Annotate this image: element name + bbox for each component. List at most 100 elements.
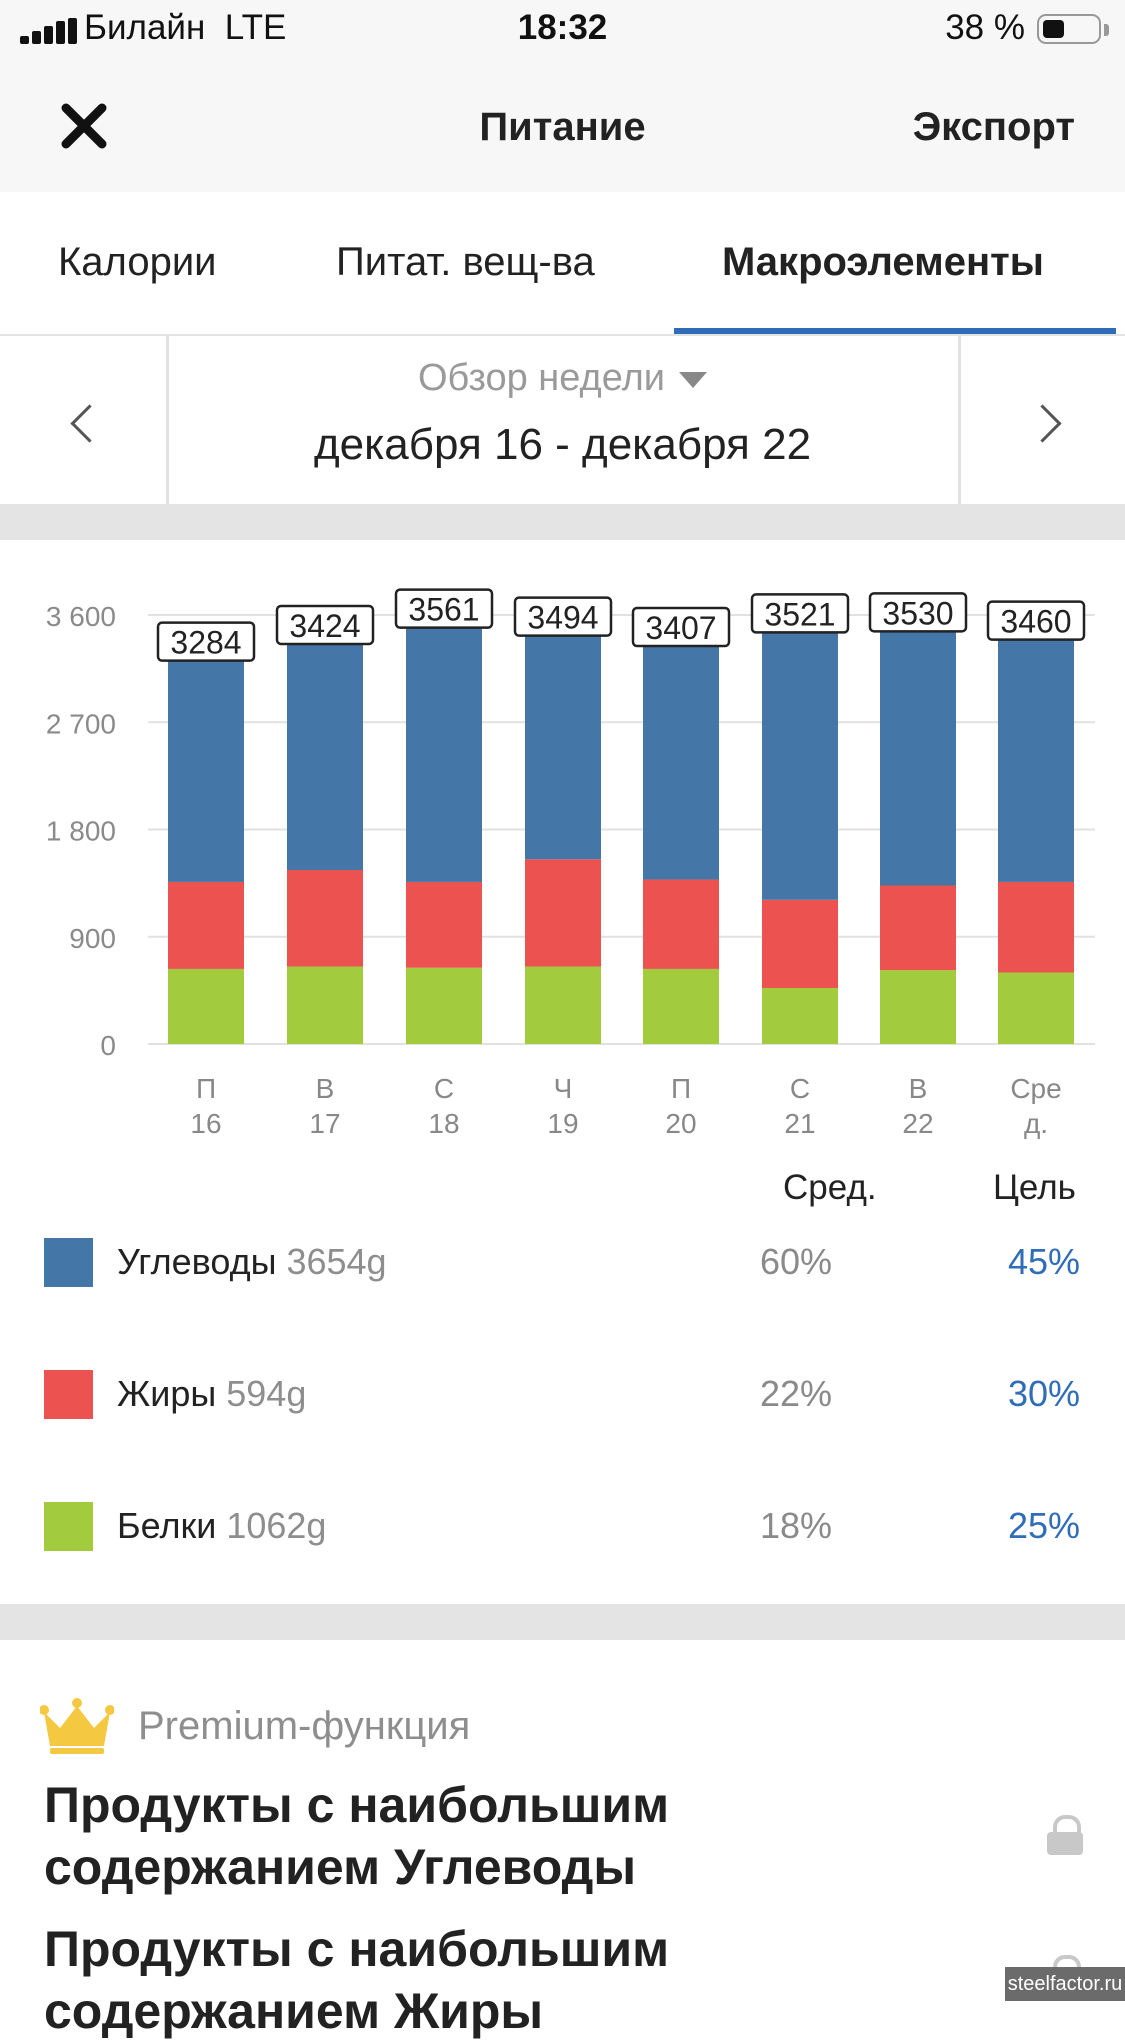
x-tick-label: 17 [309,1108,340,1139]
bar-total-box [513,596,613,637]
next-week-button[interactable] [958,336,1125,504]
x-tick-label: В [909,1073,928,1104]
x-tick-label: П [671,1073,691,1104]
x-tick-label: 19 [547,1108,578,1139]
caret-down-icon [679,371,708,388]
carbs-bar-segment [880,623,956,886]
nav-bar [0,62,1125,192]
bar-total-label: 3460 [1000,604,1071,640]
bar-total-label: 3407 [645,610,716,646]
watermark: steelfactor.ru [1005,1967,1125,2001]
carbs-bar-segment [525,627,601,860]
y-tick-label: 1 800 [46,816,116,847]
x-tick-label: 18 [428,1108,459,1139]
avg-column-header: Сред. [783,1168,877,1207]
top-fat-foods-title[interactable]: Продукты с наибольшим содержанием Жиры [44,1921,670,2039]
fat-bar-segment [998,881,1074,973]
lock-icon [1047,1815,1083,1855]
carbs-bar-segment [998,631,1074,882]
tab-calories[interactable]: Калории [58,240,217,284]
fat-bar-segment [643,879,719,969]
section-divider [0,504,1125,540]
macros-stacked-bar-chart: 3 600 2 700 1 800 900 0 3284 П 16 3424 В 17 3561 С 18… [46,588,1095,1139]
bar-total-box [986,600,1086,641]
bar-total-label: 3561 [408,592,479,628]
crown-icon [40,1698,114,1754]
protein-bar-segment [525,966,601,1044]
clock: 18:32 [517,8,608,47]
protein-bar-segment [762,987,838,1044]
battery-icon [1037,14,1101,44]
protein-bar-segment [998,972,1074,1044]
legend-name: Белки 1062g [117,1505,327,1546]
x-tick-label: Сре [1010,1073,1061,1104]
legend-row-carbs: Углеводы 3654g 60% 45% [0,1233,1125,1293]
x-tick-label: 22 [902,1108,933,1139]
page-title: Питание [479,105,646,149]
battery-percent: 38 % [945,8,1025,47]
carbs-bar-segment [168,652,244,882]
carbs-swatch [44,1238,93,1287]
x-tick-label: 20 [665,1108,696,1139]
protein-bar-segment [406,967,482,1044]
battery-tip [1104,24,1109,36]
fat-swatch [44,1370,93,1419]
premium-label: Premium-функция [138,1704,471,1748]
x-tick-label: В [316,1073,335,1104]
legend-goal: 45% [1007,1241,1080,1282]
bar-total-box [275,604,375,646]
protein-bar-segment [643,968,719,1044]
bar-total-label: 3424 [289,608,360,644]
fat-bar-segment [762,899,838,988]
top-carbs-foods-title[interactable]: Продукты с наибольшим содержанием Углево… [44,1777,670,1895]
close-button[interactable] [58,100,110,152]
bar-total-box [156,621,256,662]
protein-bar-segment [880,970,956,1044]
y-tick-label: 900 [69,923,116,954]
export-button[interactable]: Экспорт [912,105,1075,149]
fat-bar-segment [525,859,601,967]
bar-total-box [394,588,494,629]
carbs-bar-segment [643,637,719,880]
tab-macros[interactable]: Макроэлементы [722,240,1044,284]
carbs-bar-segment [287,635,363,871]
fat-bar-segment [287,870,363,967]
signal-strength-icon [20,18,80,44]
fat-bar-segment [168,881,244,969]
legend-row-protein: Белки 1062g 18% 25% [0,1497,1125,1557]
previous-week-button[interactable] [0,336,169,504]
week-mode-dropdown[interactable]: Обзор недели [0,357,1125,400]
carrier-label: Билайн LTE [84,8,287,47]
bar-total-box [750,593,850,634]
fat-bar-segment [880,885,956,971]
legend-goal: 30% [1007,1373,1080,1414]
bar-total-box [868,592,968,633]
protein-bar-segment [168,968,244,1044]
protein-bar-segment [287,966,363,1044]
week-selector [0,336,1125,504]
week-mode-label: Обзор недели [417,357,666,399]
legend-goal: 25% [1007,1505,1080,1546]
bar-total-label: 3494 [527,600,598,636]
x-tick-label: Ч [554,1073,573,1104]
protein-swatch [44,1502,93,1551]
bar-total-label: 3284 [170,625,241,661]
x-tick-label: 21 [784,1108,815,1139]
tab-nutrients[interactable]: Питат. вещ-ва [336,240,595,284]
tab-bar: Калории Питат. вещ-ва Макроэлементы [0,192,1125,336]
legend-name: Жиры 594g [117,1373,307,1414]
fat-bar-segment [406,881,482,968]
x-tick-label: д. [1024,1108,1048,1139]
x-tick-label: С [434,1073,454,1104]
close-icon [61,103,107,149]
x-tick-label: С [790,1073,810,1104]
active-tab-indicator [674,328,1116,334]
x-tick-label: 16 [190,1108,221,1139]
bar-total-box [631,606,731,648]
legend-avg: 60% [759,1241,832,1282]
week-range: декабря 16 - декабря 22 [313,420,812,469]
legend-avg: 22% [759,1373,832,1414]
bar-total-label: 3530 [882,595,953,631]
y-tick-label: 2 700 [46,708,116,739]
x-tick-label: П [196,1073,216,1104]
